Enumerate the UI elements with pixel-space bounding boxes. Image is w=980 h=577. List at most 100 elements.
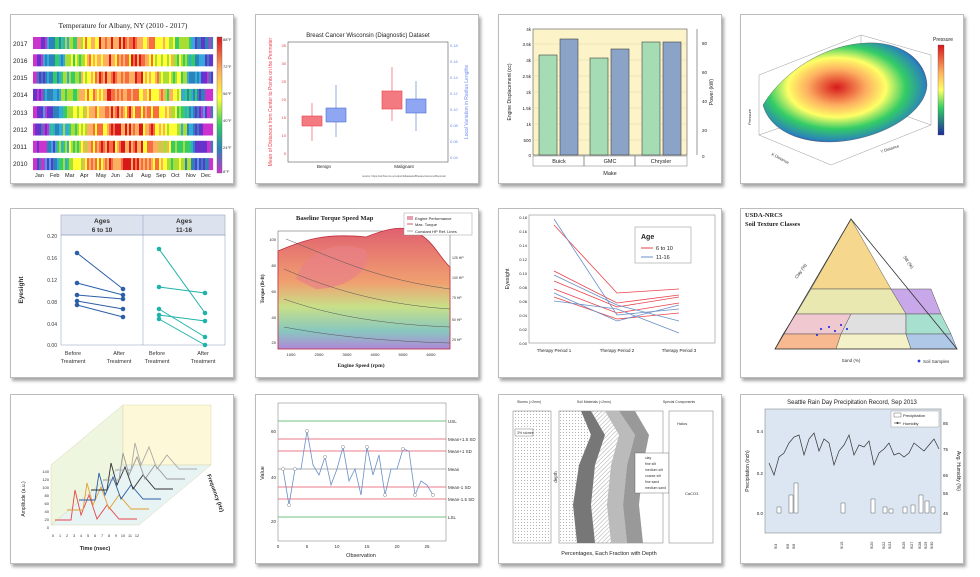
heatmap-cell [181, 88, 184, 101]
therapy-periods-thumb[interactable]: Eyesight 0.18 0.16 0.14 0.12 0.10 0.08 0.06… [498, 208, 722, 378]
heatmap-cell [135, 54, 138, 67]
heatmap-cell [43, 88, 46, 101]
heatmap-cell [209, 106, 212, 119]
heatmap-cell [81, 106, 84, 119]
heatmap-cell [81, 88, 84, 101]
surface-thumb[interactable]: Pressure X Distance Y Distance Pressure [740, 14, 964, 184]
heatmap-cell [105, 37, 108, 49]
heatmap-cell [165, 158, 168, 171]
heatmap-cell [123, 123, 126, 136]
heatmap-cell [53, 88, 56, 101]
heatmap-cell [127, 37, 130, 49]
heatmap-cell [113, 88, 116, 101]
heatmap-cell [153, 123, 156, 136]
svg-text:Jan: Jan [35, 173, 44, 179]
svg-text:20: 20 [45, 517, 50, 522]
heatmap-cell [93, 140, 96, 153]
heatmap-cell [191, 106, 194, 119]
heatmap-cell [131, 158, 134, 171]
heatmap-cell [113, 106, 116, 119]
heatmap-cell [43, 54, 46, 67]
svg-text:9/30: 9/30 [930, 542, 934, 549]
heatmap-cell [101, 54, 104, 67]
heatmap-cell [57, 71, 60, 84]
heatmap-cell [183, 106, 186, 119]
control-chart-thumb[interactable]: USL Mean+1.5 SD Mean+1 SD Mean Mean-1 SD Me… [255, 394, 479, 564]
boxplot-title: Breast Cancer Wisconsin (Diagnostic) Dat… [306, 33, 430, 39]
heatmap-cell [51, 140, 54, 153]
svg-text:5: 5 [87, 534, 89, 538]
heatmap-cell [67, 158, 70, 171]
heatmap-cell [199, 158, 202, 171]
dual-axis-bar-thumb[interactable]: 4k 3.5k 3k 2.5k 2k 1.5k 1k 500 0 80 60 40 20 0… [498, 14, 722, 184]
svg-text:Therapy Period 1: Therapy Period 1 [537, 348, 572, 353]
heatmap-cell [71, 37, 74, 49]
heatmap-cell [67, 88, 70, 101]
torque-map-thumb[interactable]: Baseline Torque Speed Map Engine Perform… [255, 208, 479, 378]
soil-halos-note: Halos [677, 421, 687, 426]
heatmap-cell [91, 71, 94, 84]
heatmap-cell [127, 123, 130, 136]
heatmap-cell [179, 88, 182, 101]
heatmap-cell [75, 158, 78, 171]
heatmap-cell [129, 54, 132, 67]
heatmap-cell [139, 106, 142, 119]
heatmap-cell [171, 71, 174, 84]
heatmap-cell [205, 106, 208, 119]
svg-text:0.10: 0.10 [450, 107, 459, 112]
heatmap-cell [201, 123, 204, 136]
heatmap-cell [51, 158, 54, 171]
svg-text:80: 80 [702, 41, 708, 46]
heatmap-cell [53, 140, 56, 153]
boxplot-cat-malignant: Malignant [394, 164, 414, 169]
heatmap-cell [181, 71, 184, 84]
heatmap-cell [135, 71, 138, 84]
svg-text:30: 30 [282, 61, 287, 66]
heatmap-cell [63, 71, 66, 84]
before-after-thumb[interactable]: Ages 6 to 10 Ages 11-16 Eyesight 0.20 0.1… [10, 208, 234, 378]
svg-text:100 HP: 100 HP [452, 276, 464, 280]
heatmap-cell [51, 54, 54, 67]
heatmap-cell [191, 88, 194, 101]
heatmap-cell [185, 54, 188, 67]
soil-caco3-note: CaCO3 [685, 491, 699, 496]
svg-text:5: 5 [306, 544, 309, 549]
torque-legend [403, 212, 473, 236]
heatmap-cell [211, 158, 214, 171]
soil-ternary-thumb[interactable]: USDA-NRCS Soil Texture Classes Clay (%) … [740, 208, 964, 378]
heatmap-cell [87, 88, 90, 101]
heatmap-cell [49, 158, 52, 171]
heatmap-cell [165, 37, 168, 49]
surface-legend-title: Pressure [933, 37, 953, 43]
heatmap-cell [133, 37, 136, 49]
heatmap-cell [165, 123, 168, 136]
heatmap-thumb[interactable]: Temperature for Albany, NY (2010 - 2017)… [10, 14, 234, 184]
svg-text:Chrysler: Chrysler [651, 159, 672, 165]
heatmap-cell [49, 37, 52, 49]
rain-record-thumb[interactable]: Seattle Rain Day Precipitation Record, S… [740, 394, 964, 564]
heatmap-cell [119, 123, 122, 136]
svg-text:0: 0 [528, 153, 531, 158]
heatmap-cell [143, 140, 146, 153]
heatmap-cell [201, 37, 204, 49]
heatmap-cell [71, 54, 74, 67]
heatmap-cell [165, 106, 168, 119]
svg-text:9/5: 9/5 [786, 544, 790, 549]
heatmap-cell [61, 54, 64, 67]
waterfall-traces [55, 442, 197, 521]
heatmap-cell [129, 106, 132, 119]
soil-depth-thumb[interactable]: Stones (>2mm) Soil Materials (<2mm) Spec… [498, 394, 722, 564]
boxplot-thumb[interactable]: Breast Cancer Wisconsin (Diagnostic) Dat… [255, 14, 479, 184]
heatmap-cell [95, 106, 98, 119]
rain-plot-area [764, 408, 942, 534]
heatmap-cell [93, 71, 96, 84]
heatmap-cell [165, 71, 168, 84]
heatmap-cell [131, 88, 134, 101]
heatmap-cell [41, 88, 44, 101]
heatmap-cell [39, 71, 42, 84]
svg-text:500: 500 [523, 138, 531, 143]
heatmap-cell [117, 88, 120, 101]
heatmap-cell [179, 54, 182, 67]
heatmap-cell [157, 123, 160, 136]
